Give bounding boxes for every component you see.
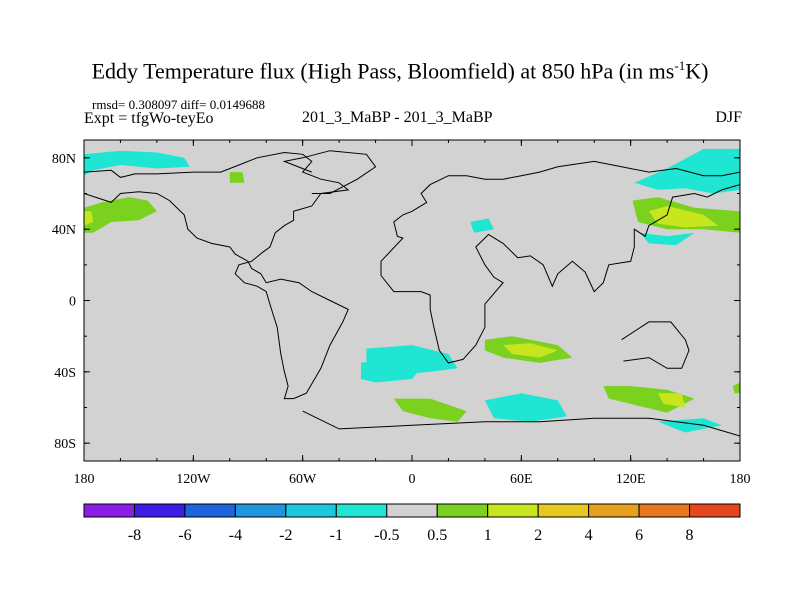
colorbar-label: -4 [229, 527, 242, 544]
americas-outline [84, 151, 350, 400]
y-tick-label: 0 [69, 295, 76, 310]
colorbar-swatch [537, 503, 590, 518]
region-dateline-south-green [732, 382, 740, 394]
contour-regions [84, 148, 740, 433]
colorbar-label: -6 [178, 527, 191, 544]
eurasia-africa-outline [380, 160, 740, 364]
region-south-america-tip-cyan [361, 357, 422, 383]
colorbar-label: -1 [330, 527, 343, 544]
colorbar-label: 1 [484, 527, 492, 544]
region-south-indian-core-yellow [503, 343, 558, 358]
colorbar-swatch [588, 503, 640, 518]
x-tick-label: 120E [616, 472, 646, 487]
australia-outline [621, 321, 690, 369]
stats-label: rmsd= 0.308097 diff= 0.0149688 [92, 97, 265, 112]
region-kamchatka-green [229, 172, 245, 183]
x-tick-label: 0 [409, 472, 416, 487]
x-tick-label: 60W [289, 472, 317, 487]
region-north-pacific-core-yellow [84, 211, 94, 226]
x-tick-label: 180 [730, 472, 751, 487]
colorbar-label: -0.5 [374, 527, 399, 544]
x-tick-label: 120W [176, 472, 211, 487]
colorbar: -8 -6 -4 -2 -1 -0.5 0.5 1 2 4 6 8 [83, 503, 741, 544]
y-tick-label: 40N [52, 223, 76, 238]
colorbar-swatch [689, 503, 741, 518]
region-north-pacific-band-green [84, 197, 157, 233]
region-south-ocean-core-yellow [658, 393, 686, 408]
region-south-atlantic-deep-cyan [484, 393, 567, 422]
colorbar-swatch [335, 503, 388, 518]
colorbar-swatch [436, 503, 489, 518]
season-label: DJF [715, 109, 742, 126]
colorbar-label: -8 [128, 527, 141, 544]
region-north-pacific-east-cyan [84, 150, 190, 176]
colorbar-swatch [234, 503, 287, 518]
antarctica-outline [302, 410, 740, 437]
colorbar-swatch [184, 503, 236, 518]
region-iberia-cyan [470, 218, 494, 233]
colorbar-label: 0.5 [427, 527, 447, 544]
colorbar-swatch [285, 503, 337, 518]
chart-title: Eddy Temperature flux (High Pass, Bloomf… [91, 58, 709, 84]
colorbar-label: 4 [585, 527, 593, 544]
colorbar-swatch [83, 503, 135, 518]
y-tick-label: 80N [52, 152, 76, 167]
x-tick-label: 180 [74, 472, 95, 487]
colorbar-swatch [487, 503, 539, 518]
region-south-ocean-green-east [603, 386, 695, 413]
region-asia-pacific-core-yellow [648, 206, 719, 228]
y-tick-label: 80S [54, 437, 76, 452]
colorbar-swatch [386, 503, 438, 518]
colorbar-label: 8 [686, 527, 694, 544]
x-tick-label: 60E [510, 472, 533, 487]
experiment-label: Expt = tfgWo-teyEo [84, 110, 214, 127]
region-south-atlantic-green [393, 398, 467, 422]
y-axis: 80N 40N 0 40S 80S [52, 152, 740, 452]
x-axis: 180 120W 60W 0 60E 120E 180 [74, 140, 751, 487]
region-japan-cyan [639, 232, 695, 246]
coastline-outlines [84, 150, 740, 437]
colorbar-swatch [133, 503, 186, 518]
y-tick-label: 40S [54, 366, 76, 381]
colorbar-label: 6 [635, 527, 643, 544]
comparison-label: 201_3_MaBP - 201_3_MaBP [302, 109, 493, 126]
colorbar-label: 2 [534, 527, 542, 544]
colorbar-swatch [638, 503, 691, 518]
colorbar-label: -2 [279, 527, 292, 544]
greenland-outline [282, 150, 377, 194]
